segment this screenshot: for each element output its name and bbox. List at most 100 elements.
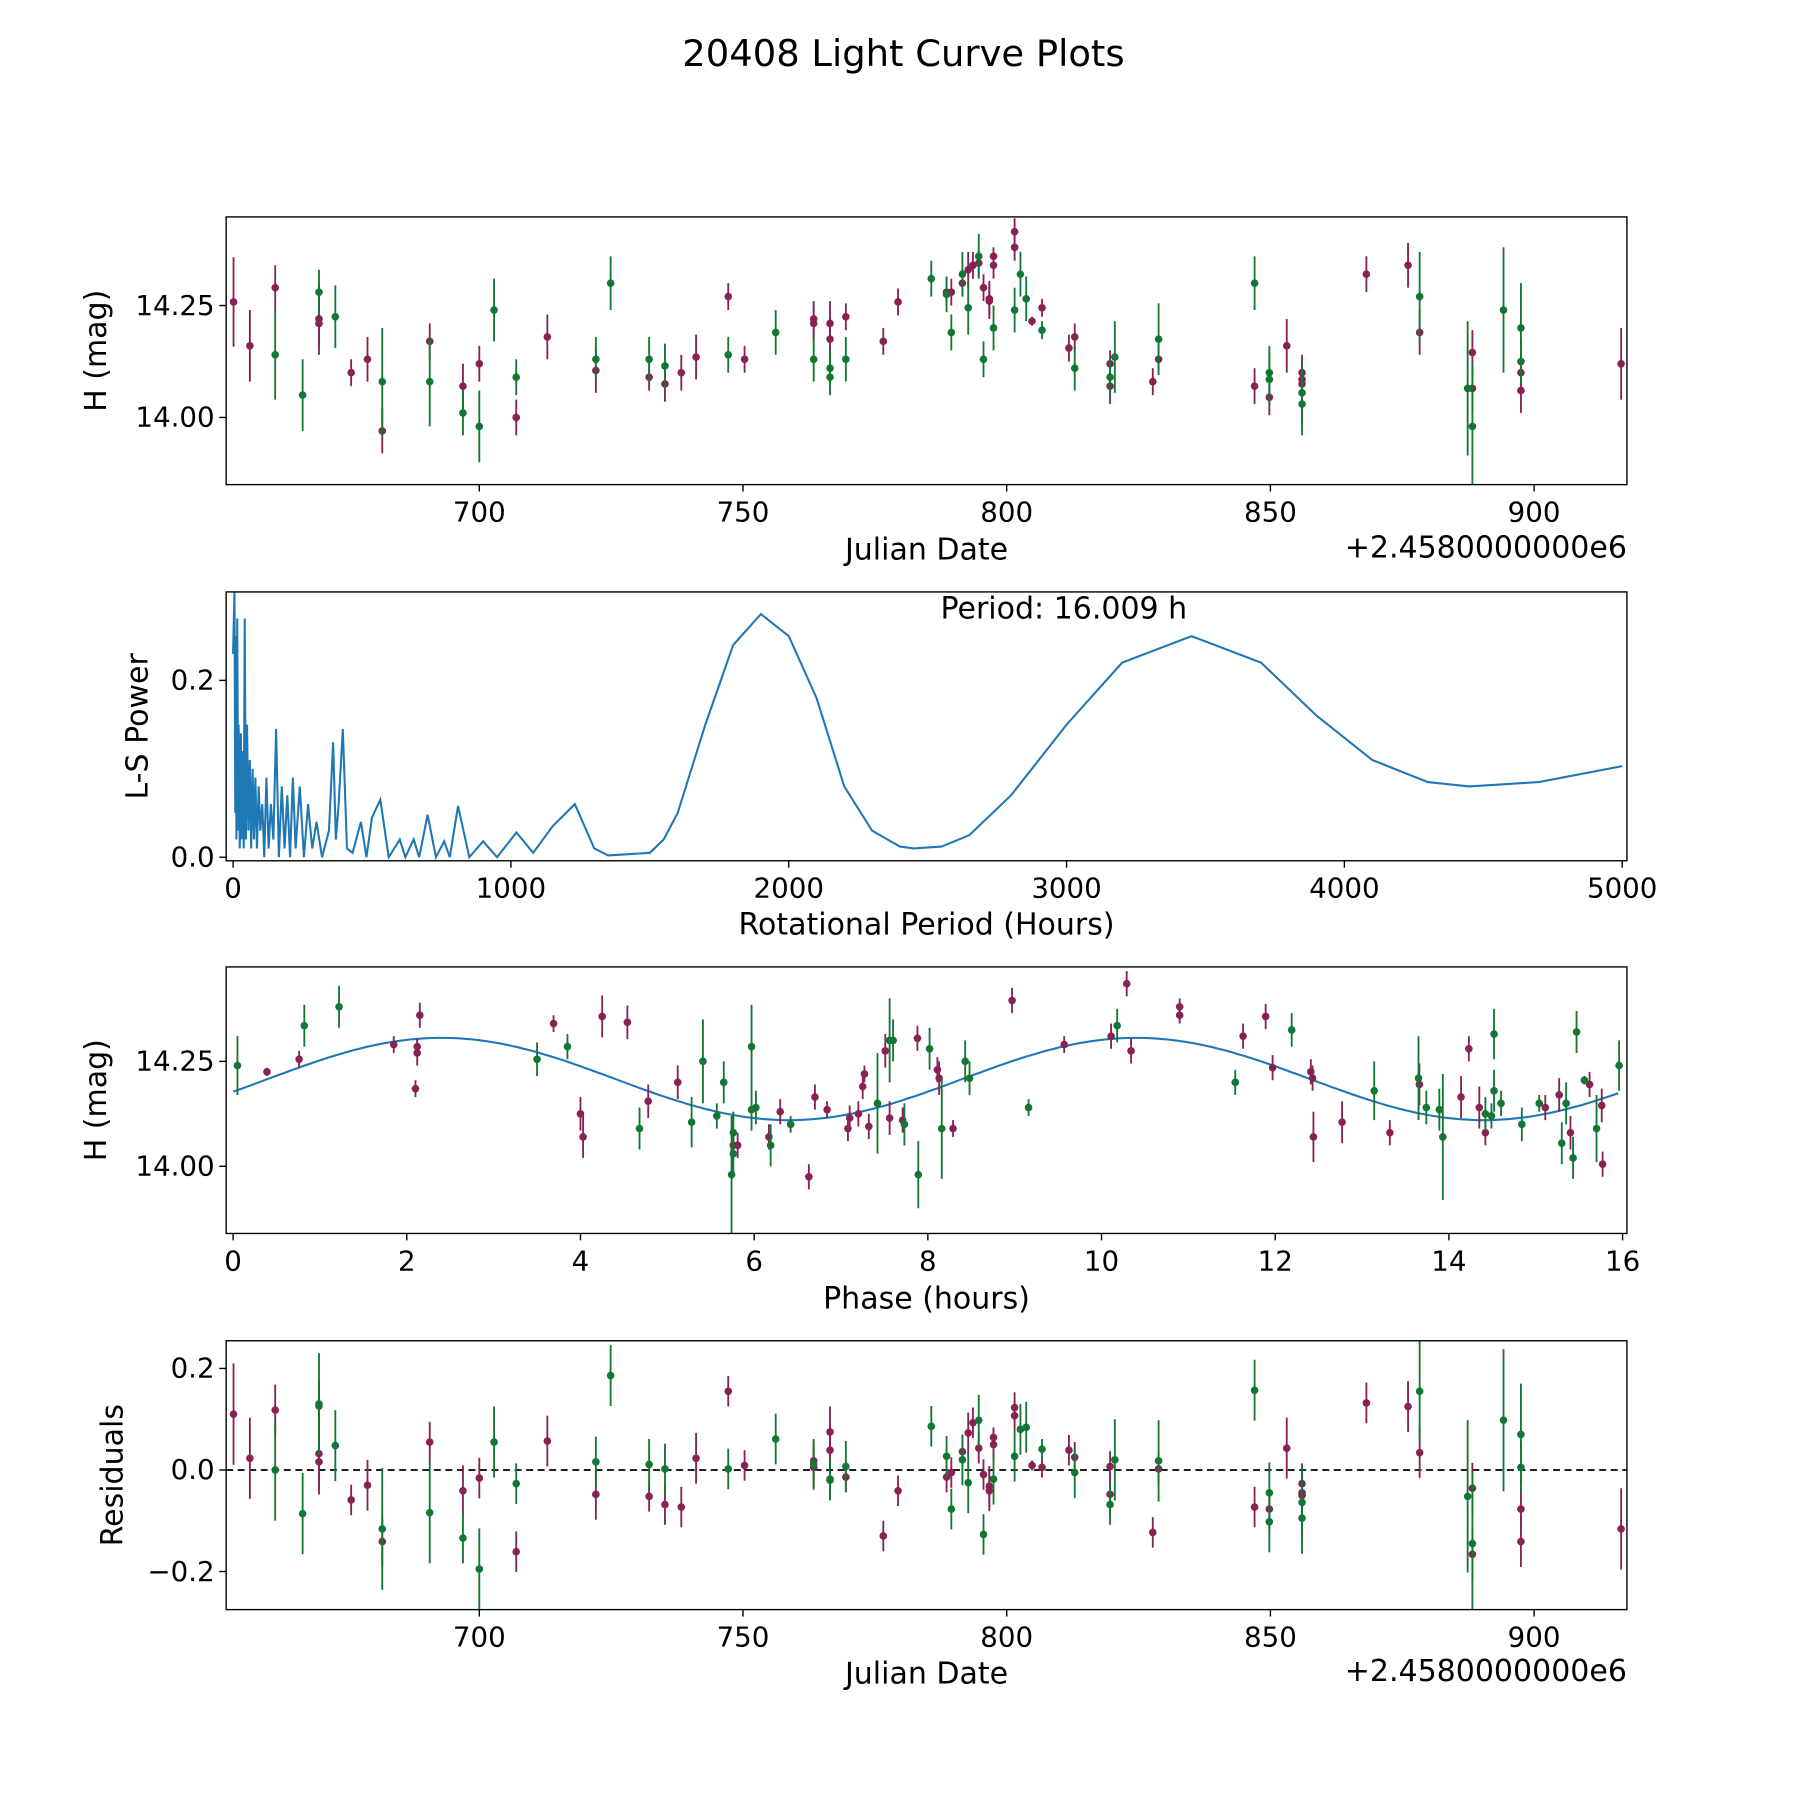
data-marker (315, 319, 323, 328)
data-marker (964, 1429, 973, 1437)
data-point (989, 305, 998, 351)
data-marker (1463, 384, 1472, 393)
data-marker (724, 350, 733, 359)
data-marker (949, 1124, 957, 1133)
data-point (1065, 1434, 1073, 1466)
data-point (1122, 971, 1131, 997)
data-point (592, 336, 600, 382)
x-axis-label: Julian Date (843, 1656, 1008, 1691)
data-point (1569, 1136, 1577, 1179)
data-marker (786, 1120, 795, 1129)
data-marker (592, 1458, 600, 1466)
data-point (229, 1363, 238, 1465)
data-marker (229, 298, 238, 306)
data-point (425, 1421, 434, 1463)
data-point (1499, 1349, 1508, 1492)
data-marker (246, 342, 254, 350)
data-marker (1038, 1445, 1046, 1453)
data-point (263, 1067, 271, 1077)
data-point (913, 1025, 922, 1051)
data-point (947, 1457, 956, 1488)
data-marker (1038, 326, 1046, 334)
periodogram-panel: 0 1000 2000 3000 4000 5000 0.0 0.2 Rotational Pe… (121, 591, 1657, 943)
data-marker (1250, 382, 1259, 390)
data-point (490, 278, 498, 342)
data-point (1265, 352, 1274, 407)
data-point (459, 1512, 467, 1564)
data-point (233, 1036, 242, 1095)
data-marker (1386, 1128, 1394, 1137)
data-point (1535, 1094, 1544, 1112)
data-point (979, 341, 988, 378)
lightcurve-panel: 700 750 800 850 900 14.00 14.25 Julian Date H (m… (79, 216, 1628, 568)
data-marker (1308, 1074, 1317, 1082)
data-marker (271, 1466, 280, 1474)
data-marker (845, 1114, 854, 1122)
data-marker (1404, 1402, 1412, 1411)
data-marker (1154, 1457, 1163, 1465)
data-point (1175, 1006, 1184, 1024)
data-point (576, 1097, 585, 1131)
data-marker (974, 252, 983, 261)
data-point (979, 274, 988, 302)
data-point (300, 1004, 309, 1047)
data-point (1404, 1381, 1412, 1432)
data-point (1111, 1419, 1119, 1501)
data-marker (263, 1068, 271, 1076)
data-point (894, 288, 902, 316)
data-marker (1070, 1468, 1079, 1477)
data-marker (315, 1458, 323, 1466)
data-point (858, 1073, 867, 1100)
data-marker (1298, 400, 1306, 408)
data-marker (1585, 1080, 1594, 1089)
data-point (1106, 359, 1114, 396)
data-point (512, 1531, 521, 1573)
x-tick-label: 850 (1244, 496, 1297, 529)
data-marker (1457, 1093, 1465, 1101)
data-marker (1010, 243, 1019, 252)
data-marker (809, 1460, 818, 1469)
data-point (947, 1488, 956, 1530)
data-marker (416, 1011, 424, 1020)
lightcurve-plot-area (229, 218, 1625, 485)
data-marker (1175, 1011, 1184, 1020)
data-point (1362, 1382, 1371, 1424)
data-marker (752, 1103, 760, 1112)
data-marker (979, 1530, 988, 1539)
data-point (724, 1448, 733, 1490)
data-marker (363, 355, 372, 364)
data-point (947, 314, 956, 351)
data-point (425, 1461, 434, 1564)
data-marker (1517, 324, 1525, 332)
data-marker (246, 1454, 254, 1463)
data-point (724, 336, 733, 373)
data-marker (713, 1112, 721, 1120)
data-point (989, 251, 998, 279)
data-marker (298, 391, 307, 399)
data-marker (1154, 335, 1163, 343)
data-marker (965, 1074, 974, 1082)
data-point (1010, 1430, 1019, 1482)
data-point (1010, 287, 1019, 333)
y-tick-label: 14.00 (135, 1150, 214, 1183)
data-point (740, 1450, 749, 1481)
data-point (1414, 1036, 1423, 1121)
data-point (974, 1394, 983, 1446)
data-point (1016, 251, 1025, 297)
data-marker (925, 1044, 934, 1053)
data-point (969, 251, 977, 279)
data-marker (644, 1097, 653, 1106)
data-marker (1265, 1517, 1274, 1526)
data-point (347, 1484, 355, 1516)
data-marker (1261, 1012, 1270, 1021)
data-marker (900, 1120, 909, 1129)
data-marker (543, 1437, 552, 1445)
y-tick-label: 0.2 (171, 664, 215, 697)
data-marker (894, 1486, 902, 1495)
data-point (842, 303, 850, 331)
data-marker (475, 359, 484, 368)
data-marker (1569, 1154, 1577, 1162)
data-point (475, 345, 484, 382)
data-marker (1028, 317, 1036, 326)
data-marker (969, 1418, 977, 1427)
